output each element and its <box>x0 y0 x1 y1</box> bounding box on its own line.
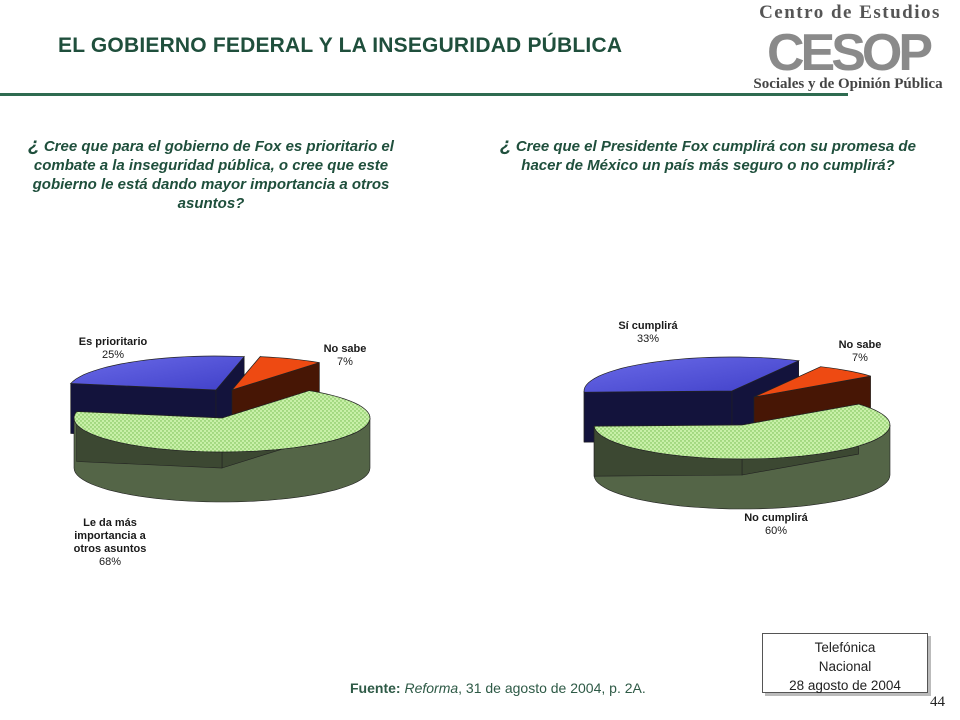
methodology-line-1: Telefónica <box>814 640 876 655</box>
logo-bottom-text: Sociales y de Opinión Pública <box>753 76 943 92</box>
slice-label-1: Es prioritario <box>79 336 148 348</box>
question-1-mark: ¿ <box>28 135 40 156</box>
source-details: , 31 de agosto de 2004, p. 2A. <box>458 680 646 696</box>
question-1: ¿ Cree que para el gobierno de Fox es pr… <box>2 136 420 213</box>
pie-slice-1 <box>583 356 801 393</box>
page-title: EL GOBIERNO FEDERAL Y LA INSEGURIDAD PÚB… <box>58 34 623 57</box>
slice-label-line: Le da más <box>83 517 137 529</box>
pie-slice-2 <box>753 366 871 398</box>
source-label: Fuente: <box>350 680 401 696</box>
slice-label-2: No sabe <box>324 343 367 355</box>
slice-label-1: Sí cumplirá <box>618 320 678 332</box>
slice-value-1: 33% <box>637 333 659 345</box>
slice-label-line: Sí cumplirá <box>618 320 678 332</box>
slice-label-line: No cumplirá <box>744 512 808 524</box>
slice-value-3: 68% <box>99 556 121 568</box>
slice-value-2: 7% <box>337 356 353 368</box>
pie-slice-1 <box>69 355 245 391</box>
methodology-line-2: Nacional <box>818 659 872 674</box>
pie-slice-2 <box>230 356 320 391</box>
slice-value-1: 25% <box>102 349 124 361</box>
source-note: Fuente: Reforma, 31 de agosto de 2004, p… <box>350 680 646 696</box>
question-2: ¿ Cree que el Presidente Fox cumplirá co… <box>496 136 920 175</box>
slice-value-2: 7% <box>852 352 868 364</box>
pie-slice-3 <box>593 403 891 460</box>
slice-label-2: No sabe <box>839 339 882 351</box>
question-2-mark: ¿ <box>500 135 512 156</box>
slice-label-line: No sabe <box>839 339 882 351</box>
title-divider <box>0 93 848 96</box>
slice-value-3: 60% <box>765 525 787 537</box>
pie-slice-3 <box>73 390 371 453</box>
question-2-text: Cree que el Presidente Fox cumplirá con … <box>515 138 916 174</box>
source-publication: Reforma <box>404 680 459 696</box>
logo-top-text: Centro de Estudios <box>759 2 941 23</box>
slice-label-3: Le da más importancia a otros asuntos <box>74 517 147 555</box>
logo-mark: CESOP <box>767 24 931 82</box>
page-number: 44 <box>930 694 945 710</box>
slice-label-line: Es prioritario <box>79 336 148 348</box>
methodology-box: Telefónica Nacional 28 agosto de 2004 <box>762 633 928 693</box>
question-1-text: Cree que para el gobierno de Fox es prio… <box>32 138 394 212</box>
slice-label-line: otros asuntos <box>74 543 147 555</box>
slice-label-line: No sabe <box>324 343 367 355</box>
slice-label-3: No cumplirá <box>744 512 808 524</box>
methodology-line-3: 28 agosto de 2004 <box>789 678 901 693</box>
cesop-logo: Centro de Estudios CESOP Sociales y de O… <box>753 2 943 92</box>
slice-label-line: importancia a <box>74 530 146 542</box>
